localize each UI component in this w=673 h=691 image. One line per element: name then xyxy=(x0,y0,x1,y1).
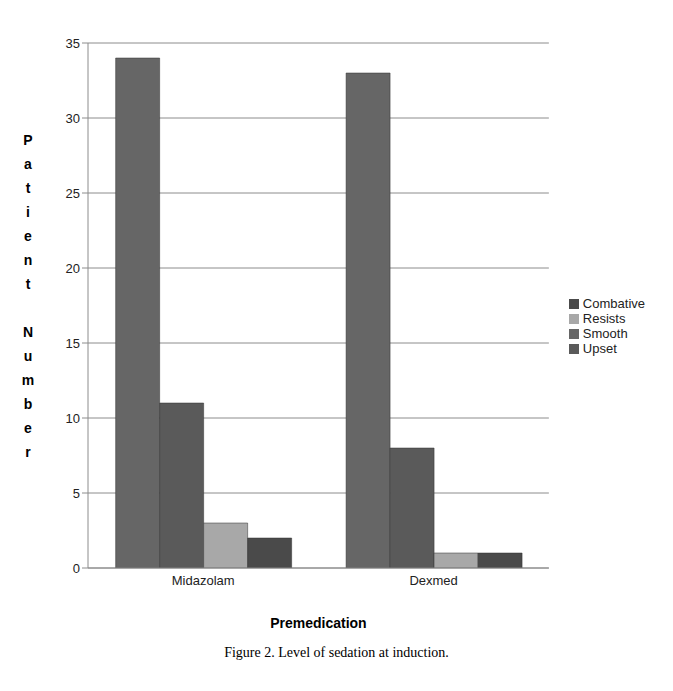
html-text:t: t xyxy=(25,179,31,196)
html-text:n: n xyxy=(23,251,33,268)
html-text:Resists: Resists xyxy=(582,310,626,326)
html-text:P: P xyxy=(23,131,33,148)
svg-text:25: 25 xyxy=(66,186,80,201)
html-text:r: r xyxy=(25,443,31,460)
svg-text:Dexmed: Dexmed xyxy=(409,573,457,588)
svg-text:20: 20 xyxy=(66,261,80,276)
svg-text:30: 30 xyxy=(66,111,80,126)
html-text:Figure 2. Level of sedation at: Figure 2. Level of sedation at induction… xyxy=(224,645,449,660)
html-text:Combative: Combative xyxy=(582,295,645,311)
svg-text:Premedication: Premedication xyxy=(270,615,366,631)
svg-text:5: 5 xyxy=(73,486,80,501)
html-text:b: b xyxy=(23,395,33,412)
html-text:e: e xyxy=(24,419,32,436)
html-text:Upset: Upset xyxy=(582,340,617,356)
html-text:t: t xyxy=(25,275,31,292)
html-text:Smooth: Smooth xyxy=(582,325,628,341)
html-text:m: m xyxy=(21,371,35,388)
html-text:e: e xyxy=(24,227,32,244)
html-text:N: N xyxy=(22,323,34,340)
html-text:i: i xyxy=(26,203,30,220)
svg-text:Midazolam: Midazolam xyxy=(172,573,235,588)
html-text:a: a xyxy=(24,155,32,172)
html-text:u: u xyxy=(23,347,33,364)
svg-text:0: 0 xyxy=(73,561,80,576)
svg-text:35: 35 xyxy=(66,36,80,51)
svg-text:15: 15 xyxy=(66,336,80,351)
svg-text:10: 10 xyxy=(66,411,80,426)
